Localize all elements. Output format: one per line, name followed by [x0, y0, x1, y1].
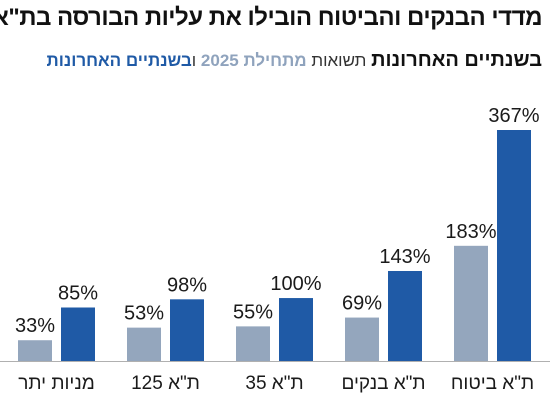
- subtitle-and: ו: [191, 51, 201, 70]
- bar-recent-4: [497, 130, 531, 361]
- data-label-recent-0: 85%: [58, 282, 98, 304]
- bar-recent-0: [61, 307, 95, 361]
- category-label-1: ת"א 125: [131, 373, 200, 394]
- bar-since-2025-2: [236, 326, 270, 361]
- data-label-since-2025-0: 33%: [15, 315, 55, 337]
- category-label-4: ת"א ביטוח: [451, 373, 534, 394]
- bar-recent-2: [279, 298, 313, 361]
- category-labels-group: מניות יתר ת"א 125 ת"א 35 ת"א בנקים ת"א ביטוח: [18, 373, 534, 394]
- data-label-recent-1: 98%: [167, 274, 207, 296]
- data-label-recent-4: 367%: [488, 105, 539, 127]
- category-label-2: ת"א 35: [245, 373, 303, 394]
- data-label-since-2025-3: 69%: [342, 293, 382, 315]
- legend-since-2025: מתחילת 2025: [200, 51, 307, 70]
- chart-title: מדדי הבנקים והביטוח הובילו את עליות הבור…: [0, 4, 543, 31]
- data-label-since-2025-1: 53%: [124, 303, 164, 325]
- bar-since-2025-1: [127, 327, 161, 361]
- data-label-since-2025-4: 183%: [445, 221, 496, 243]
- chart-subtitle: בשנתיים האחרונות תשואות מתחילת 2025 ובשנ…: [2, 48, 542, 73]
- subtitle-main: בשנתיים האחרונות: [371, 49, 542, 71]
- category-label-3: ת"א בנקים: [341, 373, 425, 394]
- data-label-since-2025-2: 55%: [233, 301, 273, 323]
- category-label-0: מניות יתר: [18, 373, 95, 394]
- legend-recent: בשנתיים האחרונות: [46, 51, 192, 70]
- data-label-recent-2: 100%: [270, 273, 321, 295]
- bar-since-2025-4: [454, 245, 488, 361]
- bars-group: 33%85% 53%98% 55% 100% 69% 143% 183% 367%: [15, 105, 540, 361]
- bar-recent-1: [170, 299, 204, 361]
- bar-recent-3: [388, 270, 422, 361]
- bar-since-2025-0: [18, 340, 52, 361]
- subtitle-mid: תשואות: [306, 51, 372, 70]
- bar-since-2025-3: [345, 317, 379, 361]
- data-label-recent-3: 143%: [379, 246, 430, 268]
